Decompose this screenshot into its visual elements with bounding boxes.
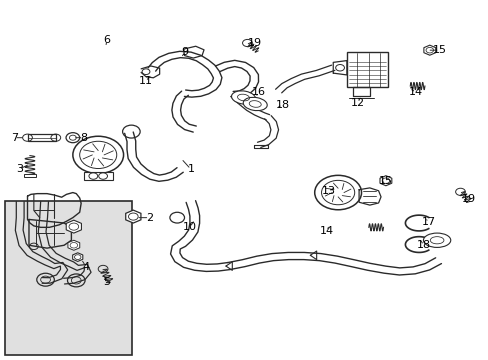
- Text: 5: 5: [103, 277, 110, 287]
- Polygon shape: [73, 253, 82, 261]
- Text: 15: 15: [432, 45, 446, 55]
- Text: 15: 15: [378, 176, 392, 186]
- Text: 19: 19: [247, 38, 262, 48]
- Bar: [83, 172, 113, 180]
- Polygon shape: [68, 240, 80, 250]
- Polygon shape: [66, 220, 81, 233]
- Text: 14: 14: [319, 226, 333, 236]
- Text: 19: 19: [461, 194, 475, 204]
- Text: 2: 2: [145, 213, 153, 222]
- Text: 7: 7: [11, 133, 18, 143]
- Text: 16: 16: [252, 87, 265, 97]
- Text: 11: 11: [138, 76, 152, 86]
- Text: 9: 9: [181, 46, 188, 57]
- Text: 6: 6: [103, 35, 110, 45]
- Text: 3: 3: [16, 164, 22, 174]
- Ellipse shape: [243, 97, 266, 111]
- Bar: [27, 134, 56, 141]
- Ellipse shape: [423, 233, 450, 247]
- Text: 12: 12: [350, 98, 364, 108]
- Text: 1: 1: [187, 164, 194, 174]
- Bar: [346, 52, 387, 87]
- Ellipse shape: [231, 91, 255, 104]
- Text: 17: 17: [421, 217, 435, 227]
- Text: 10: 10: [183, 222, 197, 232]
- Text: 14: 14: [408, 87, 422, 97]
- Polygon shape: [423, 45, 435, 55]
- Bar: [24, 174, 36, 177]
- Text: 13: 13: [321, 186, 335, 197]
- Bar: [4, 201, 132, 355]
- Polygon shape: [379, 176, 391, 186]
- Polygon shape: [125, 210, 141, 223]
- Text: 4: 4: [82, 262, 89, 272]
- Text: 8: 8: [80, 133, 87, 143]
- Text: 18: 18: [275, 100, 289, 110]
- Text: 18: 18: [416, 240, 430, 250]
